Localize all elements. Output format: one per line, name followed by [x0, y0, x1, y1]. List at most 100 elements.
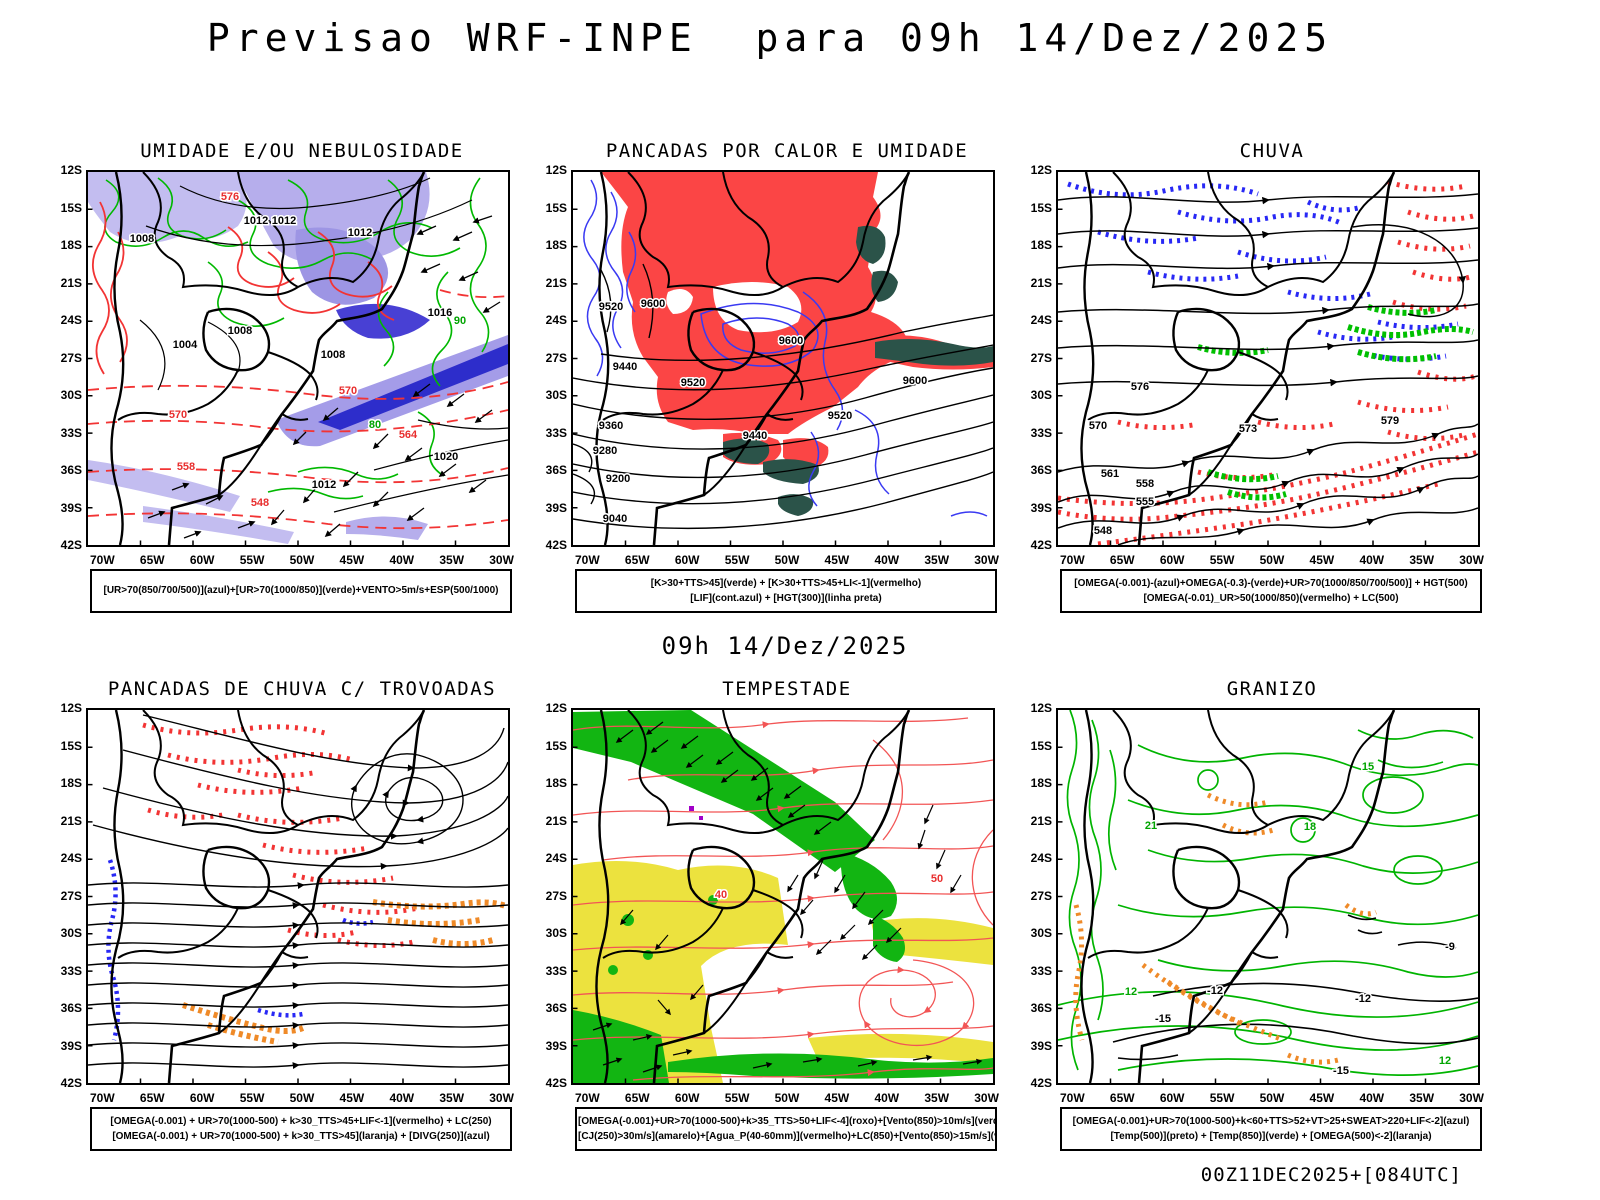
lon-tick-label: 65W [1109, 1091, 1135, 1105]
lon-tick-label: 45W [1309, 553, 1335, 567]
caption-line: [K>30+TTS>45](verde) + [K>30+TTS>45+LI<-… [650, 577, 922, 589]
caption-line: [OMEGA(-0.001)+UR>70(1000-500)+k<60+TTS>… [1072, 1115, 1470, 1127]
lat-tick-label: 42S [60, 538, 82, 552]
streamlines [1058, 193, 1478, 545]
svg-text:-15: -15 [1155, 1013, 1171, 1025]
caption-box: [OMEGA(-0.001)-(azul)+OMEGA(-0.3)-(verde… [1060, 569, 1482, 613]
lat-tick-label: 36S [60, 463, 82, 477]
lat-tick-label: 42S [1030, 1076, 1052, 1090]
caption-line: [UR>70(850/700/500)](azul)+[UR>70(1000/8… [103, 585, 499, 597]
lat-tick-label: 36S [1030, 463, 1052, 477]
caption-line: [CJ(250)>30m/s](amarelo)+[Agua_P(40-60mm… [578, 1131, 997, 1142]
lon-tick-label: 60W [189, 553, 215, 567]
lon-tick-label: 40W [1359, 553, 1385, 567]
caption-line: [OMEGA(-0.001)+UR>70(1000-500)+k>35_TTS>… [578, 1115, 997, 1127]
lat-axis: 12S 15S 18S 21S 24S 27S 30S 33S 36S 39S 42S [1026, 701, 1056, 1090]
instability-shading [601, 172, 993, 516]
caption-line: [Temp(500)](preto) + [Temp(850)](verde) … [1110, 1131, 1432, 1142]
svg-text:12: 12 [1125, 986, 1137, 998]
lon-tick-label: 45W [824, 553, 850, 567]
lat-tick-label: 36S [545, 1001, 567, 1015]
lat-tick-label: 12S [60, 701, 82, 715]
lon-tick-label: 70W [90, 1091, 115, 1105]
lat-tick-label: 30S [60, 388, 82, 402]
caption-box: [OMEGA(-0.001)+UR>70(1000-500)+k>35_TTS>… [575, 1107, 997, 1151]
panel-trovoadas: PANCADAS DE CHUVA C/ TROVOADAS 12S 15S 18S… [56, 678, 514, 1151]
red-rain-speckles [1058, 179, 1478, 545]
lat-tick-label: 24S [545, 313, 567, 327]
svg-text:555: 555 [1136, 496, 1154, 508]
lon-tick-label: 35W [924, 553, 950, 567]
caption-line: [OMEGA(-0.001) + UR>70(1000-500) + k>30_… [112, 1131, 490, 1142]
lon-tick-label: 65W [1109, 553, 1135, 567]
lat-tick-label: 15S [545, 200, 567, 215]
svg-text:561: 561 [1101, 468, 1119, 480]
svg-text:570: 570 [1089, 420, 1107, 432]
svg-text:-15: -15 [1333, 1065, 1349, 1077]
svg-text:564: 564 [399, 429, 418, 441]
streamlines [88, 714, 508, 1070]
lat-tick-label: 21S [1030, 275, 1052, 290]
svg-text:9440: 9440 [613, 361, 637, 373]
lat-tick-label: 18S [545, 776, 567, 790]
lat-tick-label: 27S [1030, 888, 1052, 903]
svg-text:1008: 1008 [228, 325, 252, 337]
lon-tick-label: 35W [439, 1091, 465, 1105]
lat-tick-label: 15S [545, 738, 567, 753]
lon-axis: 70W 65W 60W 55W 50W 45W 40W 35W 30W [90, 553, 514, 567]
lon-tick-label: 35W [1409, 1091, 1435, 1105]
lon-tick-label: 70W [90, 553, 115, 567]
svg-text:-12: -12 [1355, 993, 1371, 1005]
svg-text:9520: 9520 [681, 377, 705, 389]
lat-tick-label: 21S [1030, 813, 1052, 828]
lat-tick-label: 18S [545, 238, 567, 252]
panel-title: PANCADAS DE CHUVA C/ TROVOADAS [107, 678, 497, 700]
svg-text:579: 579 [1381, 415, 1399, 427]
lon-tick-label: 55W [1209, 1091, 1235, 1105]
lon-axis: 70W 65W 60W 55W 50W 45W 40W 35W 30W [575, 1091, 999, 1105]
panel-title: PANCADAS POR CALOR E UMIDADE [605, 140, 969, 162]
temp500-black-contours [1112, 914, 1478, 1061]
caption-box: [K>30+TTS>45](verde) + [K>30+TTS>45+LI<-… [575, 569, 997, 613]
lon-tick-label: 40W [1359, 1091, 1385, 1105]
caption-box: [UR>70(850/700/500)](azul)+[UR>70(1000/8… [90, 569, 512, 613]
lat-axis: 12S 15S 18S 21S 24S 27S 30S 33S 36S 39S 42S [541, 163, 571, 552]
lon-tick-label: 45W [339, 553, 365, 567]
svg-text:9280: 9280 [593, 445, 617, 457]
panel-umidade: UMIDADE E/OU NEBULOSIDADE 12S 15S 18S 21S 24… [56, 140, 514, 613]
contour-labels: 40 50 [713, 872, 944, 903]
lat-tick-label: 18S [60, 776, 82, 790]
lon-tick-label: 40W [389, 553, 415, 567]
lon-tick-label: 40W [389, 1091, 415, 1105]
svg-text:9040: 9040 [603, 513, 627, 525]
svg-text:9600: 9600 [903, 375, 927, 387]
panel-granizo: GRANIZO 12S 15S 18S 21S 24S 27S 30S 33S 36S 39S 42… [1026, 678, 1484, 1151]
svg-text:573: 573 [1239, 423, 1257, 435]
caption-line: [OMEGA(-0.01)_UR>50(1000/850)(vermelho) … [1143, 593, 1399, 604]
lat-tick-label: 18S [60, 238, 82, 252]
lon-tick-label: 55W [724, 553, 750, 567]
lat-tick-label: 27S [60, 888, 82, 903]
svg-text:1008: 1008 [321, 349, 345, 361]
map-umidade: 1012 1012 1012 1008 1008 1004 1008 1016 … [86, 170, 510, 547]
lat-tick-label: 24S [1030, 851, 1052, 865]
svg-text:9520: 9520 [599, 301, 623, 313]
svg-text:-12: -12 [1207, 985, 1223, 997]
lat-tick-label: 33S [1030, 963, 1052, 978]
lon-tick-label: 60W [674, 553, 700, 567]
map-chuva: 576 573 570 579 561 558 555 548 [1056, 170, 1480, 547]
jet-and-storm-shading [573, 710, 993, 1083]
map-tempestade: 40 50 [571, 708, 995, 1085]
svg-text:1012: 1012 [272, 215, 296, 227]
blue-rain-speckles [1067, 181, 1459, 362]
svg-text:9200: 9200 [606, 473, 630, 485]
lon-axis: 70W 65W 60W 55W 50W 45W 40W 35W 30W [575, 553, 999, 567]
lat-tick-label: 30S [545, 388, 567, 402]
lat-tick-label: 33S [545, 425, 567, 440]
panel-tempestade: TEMPESTADE 12S 15S 18S 21S 24S 27S 30S 33S 36S 39… [541, 678, 999, 1151]
lon-tick-label: 55W [1209, 553, 1235, 567]
lon-tick-label: 60W [1159, 1091, 1185, 1105]
lon-tick-label: 70W [1060, 1091, 1085, 1105]
lat-tick-label: 18S [1030, 776, 1052, 790]
lat-tick-label: 33S [60, 425, 82, 440]
